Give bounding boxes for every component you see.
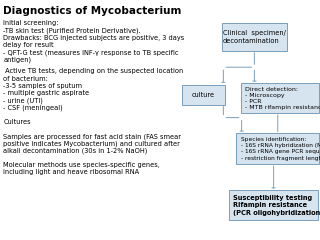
Text: Samples are processed for fast acid stain (FAS smear: Samples are processed for fast acid stai… [3,133,181,140]
Text: Species identification:
- 16S rRNA hybridization (MTB and MAC)
- 16S rRNA gene P: Species identification: - 16S rRNA hybri… [241,137,320,161]
Text: of bacterium:: of bacterium: [3,76,48,82]
Text: Direct detection:
- Microscopy
- PCR
- MTB rifampin resistance: Direct detection: - Microscopy - PCR - M… [245,87,320,110]
Text: - QFT-G test (measures INF-γ response to TB specific: - QFT-G test (measures INF-γ response to… [3,49,179,56]
Text: Molecular methods use species-specific genes,: Molecular methods use species-specific g… [3,162,160,168]
Text: culture: culture [192,92,215,98]
FancyBboxPatch shape [221,24,287,51]
Text: alkali decontamination (30s in 1-2% NaOH): alkali decontamination (30s in 1-2% NaOH… [3,148,148,154]
Text: - multiple gastric aspirate: - multiple gastric aspirate [3,90,89,96]
Text: -3-5 samples of sputum: -3-5 samples of sputum [3,83,82,89]
Text: Diagnostics of Mycobacterium: Diagnostics of Mycobacterium [3,6,181,16]
Text: Active TB tests, depending on the suspected location: Active TB tests, depending on the suspec… [3,68,183,74]
Text: - CSF (meningeal): - CSF (meningeal) [3,104,63,111]
Text: -TB skin test (Purified Protein Derivative).: -TB skin test (Purified Protein Derivati… [3,28,141,34]
FancyBboxPatch shape [236,133,319,164]
FancyBboxPatch shape [229,190,318,220]
Text: antigen): antigen) [3,56,31,63]
FancyBboxPatch shape [182,85,225,105]
Text: Drawbacks: BCG injected subjects are positive, 3 days: Drawbacks: BCG injected subjects are pos… [3,35,184,41]
Text: positive indicates Mycobacterium) and cultured after: positive indicates Mycobacterium) and cu… [3,140,180,147]
Text: Initial screening:: Initial screening: [3,20,59,26]
Text: including light and heave ribosomal RNA: including light and heave ribosomal RNA [3,169,139,175]
Text: Clinical  specimen/
decontamination: Clinical specimen/ decontamination [223,30,286,44]
Text: Cultures: Cultures [3,119,31,125]
FancyBboxPatch shape [241,84,319,114]
Text: Susceptibility testing
Rifampin resistance
(PCR oligohybridization sequencing): Susceptibility testing Rifampin resistan… [233,195,320,216]
Text: - urine (UTI): - urine (UTI) [3,97,43,104]
Text: delay for result: delay for result [3,42,54,48]
